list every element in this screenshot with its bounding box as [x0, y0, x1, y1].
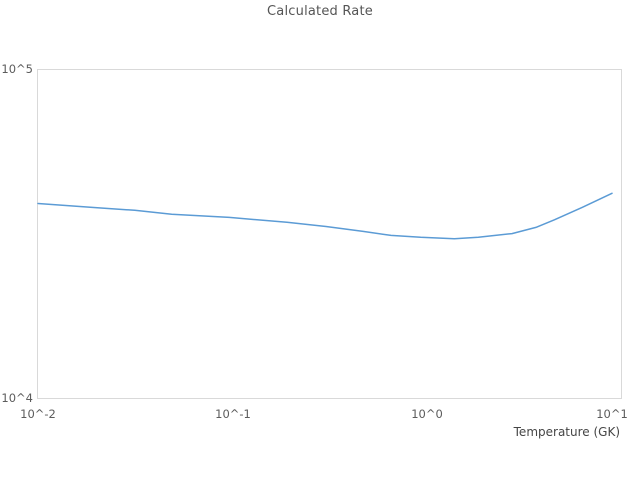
x-tick-label-1e1: 10^1 — [596, 407, 628, 421]
plot-area — [37, 69, 622, 399]
x-axis-title: Temperature (GK) — [513, 425, 620, 439]
x-tick-label-1e-2: 10^-2 — [20, 407, 56, 421]
y-tick-label-1e5: 10^5 — [1, 62, 33, 76]
y-tick-label-1e4: 10^4 — [1, 391, 33, 405]
x-tick-label-1e0: 10^0 — [411, 407, 443, 421]
x-tick-label-1e-1: 10^-1 — [215, 407, 251, 421]
chart-title: Calculated Rate — [267, 4, 373, 19]
